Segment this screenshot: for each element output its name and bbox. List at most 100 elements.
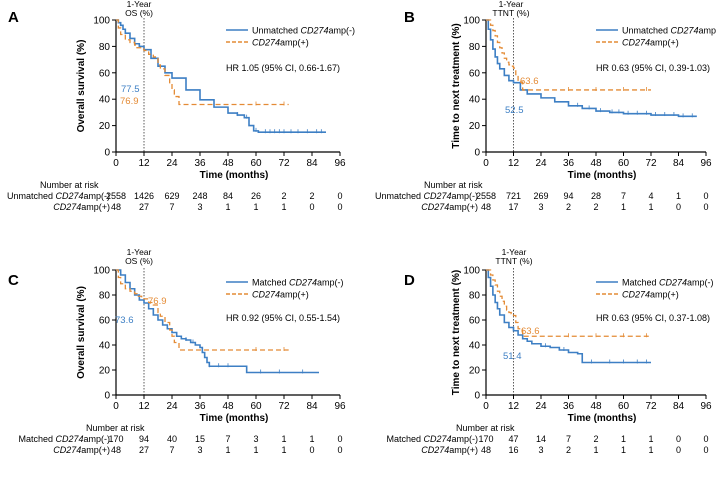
risk-table-cell: 269 (533, 191, 548, 201)
risk-table-cell: 0 (703, 434, 708, 444)
x-axis-label: Time (months) (200, 170, 269, 181)
risk-table-cell: 629 (164, 191, 179, 201)
risk-table-cell: 1 (648, 202, 653, 212)
panel-letter: B (404, 9, 415, 26)
x-tick-label: 84 (673, 401, 685, 412)
x-tick-label: 12 (138, 401, 150, 412)
one-year-subtitle: 1-Year (502, 247, 527, 257)
risk-table-cell: 1 (281, 445, 286, 455)
y-tick-label: 40 (99, 95, 111, 106)
risk-table-cell: 248 (192, 191, 207, 201)
one-year-subtitle: 1-Year (499, 0, 524, 9)
y-tick-label: 20 (469, 366, 481, 377)
risk-table-cell: 0 (337, 445, 342, 455)
one-year-subtitle: OS (%) (125, 256, 153, 266)
risk-table-cell: 1 (648, 434, 653, 444)
risk-table-row-label: CD274amp(+) (53, 202, 110, 212)
risk-table-cell: 1 (593, 445, 598, 455)
x-tick-label: 96 (334, 401, 346, 412)
series-line-cd274amp-neg (116, 19, 326, 133)
one-year-subtitle: OS (%) (125, 8, 153, 18)
risk-table-cell: 7 (566, 434, 571, 444)
x-tick-label: 48 (590, 401, 602, 412)
risk-table-cell: 3 (253, 434, 258, 444)
hazard-ratio-text: HR 0.63 (95% CI, 0.37-1.08) (596, 313, 710, 323)
risk-table-cell: 2558 (476, 191, 496, 201)
x-tick-label: 12 (138, 158, 150, 169)
x-tick-label: 60 (250, 158, 262, 169)
risk-table-cell: 84 (223, 191, 233, 201)
y-axis-label: Time to next treatment (%) (451, 270, 462, 395)
x-axis-label: Time (months) (200, 413, 269, 424)
risk-table-cell: 7 (169, 202, 174, 212)
x-tick-label: 60 (618, 401, 630, 412)
risk-table-cell: 1 (225, 202, 230, 212)
hazard-ratio-text: HR 0.92 (95% CI, 0.55-1.54) (226, 313, 340, 323)
legend-label: CD274amp(+) (252, 38, 309, 48)
hazard-ratio-text: HR 0.63 (95% CI, 0.39-1.03) (596, 63, 710, 73)
legend-label: CD274amp(+) (252, 290, 309, 300)
y-axis-label: Overall survival (%) (76, 286, 87, 379)
x-axis-label: Time (months) (568, 170, 637, 181)
risk-table-cell: 0 (703, 202, 708, 212)
series-line-cd274amp-pos (486, 269, 651, 337)
panel-letter: A (8, 9, 19, 26)
one-year-subtitle: 1-Year (127, 0, 152, 9)
risk-table-cell: 2 (566, 445, 571, 455)
y-tick-label: 80 (99, 42, 111, 53)
series-line-cd274amp-pos (116, 19, 289, 106)
risk-table-cell: 170 (478, 434, 493, 444)
risk-table-row-label: Unmatched CD274amp(-) (375, 191, 478, 201)
risk-table-cell: 1 (253, 202, 258, 212)
risk-table-title: Number at risk (456, 423, 515, 433)
x-tick-label: 24 (166, 401, 178, 412)
x-tick-label: 48 (222, 401, 234, 412)
risk-table-row-label: CD274amp(+) (421, 202, 478, 212)
risk-table-cell: 14 (536, 434, 546, 444)
risk-table-cell: 2 (593, 202, 598, 212)
x-tick-label: 0 (483, 401, 489, 412)
x-axis-label: Time (months) (568, 413, 637, 424)
y-tick-label: 80 (469, 42, 481, 53)
one-year-subtitle: TTNT (%) (492, 8, 529, 18)
one-year-subtitle: 1-Year (127, 247, 152, 257)
risk-table-cell: 40 (167, 434, 177, 444)
risk-table-cell: 1 (621, 202, 626, 212)
x-tick-label: 36 (194, 158, 206, 169)
one-year-value-label: 76.9 (148, 296, 167, 307)
panel-letter: C (8, 272, 19, 289)
risk-table-cell: 0 (337, 202, 342, 212)
y-axis-label: Overall survival (%) (76, 40, 87, 133)
x-tick-label: 72 (278, 401, 290, 412)
risk-table-cell: 2 (566, 202, 571, 212)
y-tick-label: 60 (99, 316, 111, 327)
risk-table-cell: 1 (648, 445, 653, 455)
legend-label: CD274amp(+) (622, 290, 679, 300)
x-tick-label: 96 (700, 401, 712, 412)
y-tick-label: 0 (104, 148, 110, 159)
risk-table-cell: 94 (139, 434, 149, 444)
risk-table-title: Number at risk (86, 423, 145, 433)
risk-table-cell: 4 (648, 191, 653, 201)
y-tick-label: 100 (463, 266, 480, 277)
risk-table-cell: 0 (676, 202, 681, 212)
one-year-value-label: 63.6 (521, 326, 540, 337)
risk-table-cell: 1 (225, 445, 230, 455)
series-line-cd274amp-pos (486, 19, 651, 91)
risk-table-cell: 1 (281, 202, 286, 212)
y-tick-label: 0 (474, 391, 480, 402)
risk-table-cell: 16 (508, 445, 518, 455)
y-tick-label: 60 (469, 316, 481, 327)
risk-table-cell: 27 (139, 445, 149, 455)
y-tick-label: 40 (99, 341, 111, 352)
y-tick-label: 60 (469, 68, 481, 79)
x-tick-label: 24 (166, 158, 178, 169)
x-tick-label: 84 (306, 401, 318, 412)
x-tick-label: 12 (508, 158, 520, 169)
risk-table-cell: 1 (676, 191, 681, 201)
risk-table-cell: 48 (111, 202, 121, 212)
risk-table-cell: 2558 (106, 191, 126, 201)
